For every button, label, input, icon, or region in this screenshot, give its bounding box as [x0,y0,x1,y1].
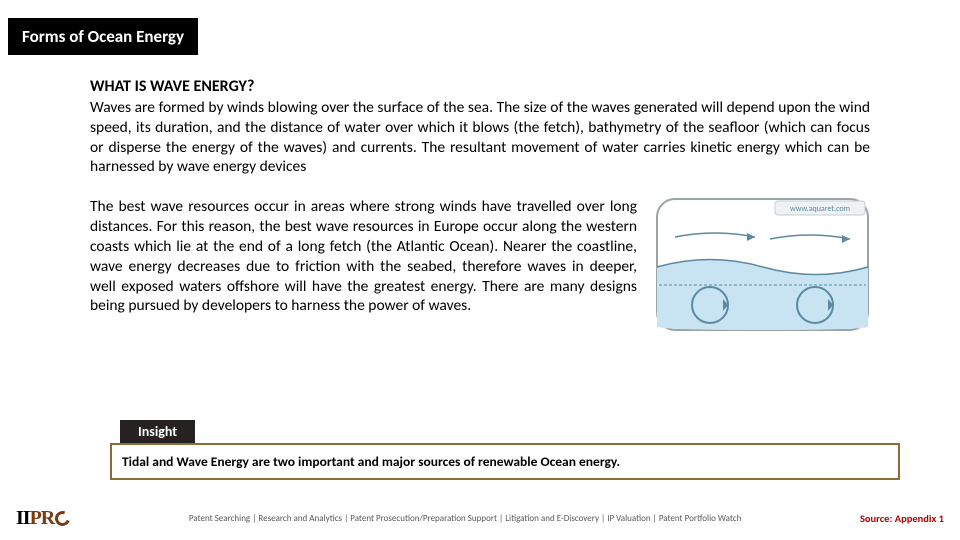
footer: IIPR Patent Searching | Research and Ana… [0,507,960,530]
section-heading: WHAT IS WAVE ENERGY? [90,77,870,96]
paragraph-intro: Waves are formed by winds blowing over t… [90,98,870,177]
logo: IIPR [16,507,70,530]
insight-text: Tidal and Wave Energy are two important … [110,443,900,480]
logo-part-a: II [16,507,30,530]
logo-part-b: PR [30,507,55,530]
content-row: The best wave resources occur in areas w… [90,197,870,337]
paragraph-resources: The best wave resources occur in areas w… [90,197,637,316]
diagram-watermark: www.aquaret.com [790,204,850,214]
main-content: WHAT IS WAVE ENERGY? Waves are formed by… [0,55,960,337]
source-label: Source: Appendix 1 [860,512,944,525]
logo-ring-icon [53,509,73,529]
insight-block: Insight Tidal and Wave Energy are two im… [110,420,900,480]
section-header-tab: Forms of Ocean Energy [8,18,198,55]
insight-label: Insight [120,420,195,443]
footer-services: Patent Searching | Research and Analytic… [70,513,860,524]
wave-diagram: www.aquaret.com [655,197,870,337]
